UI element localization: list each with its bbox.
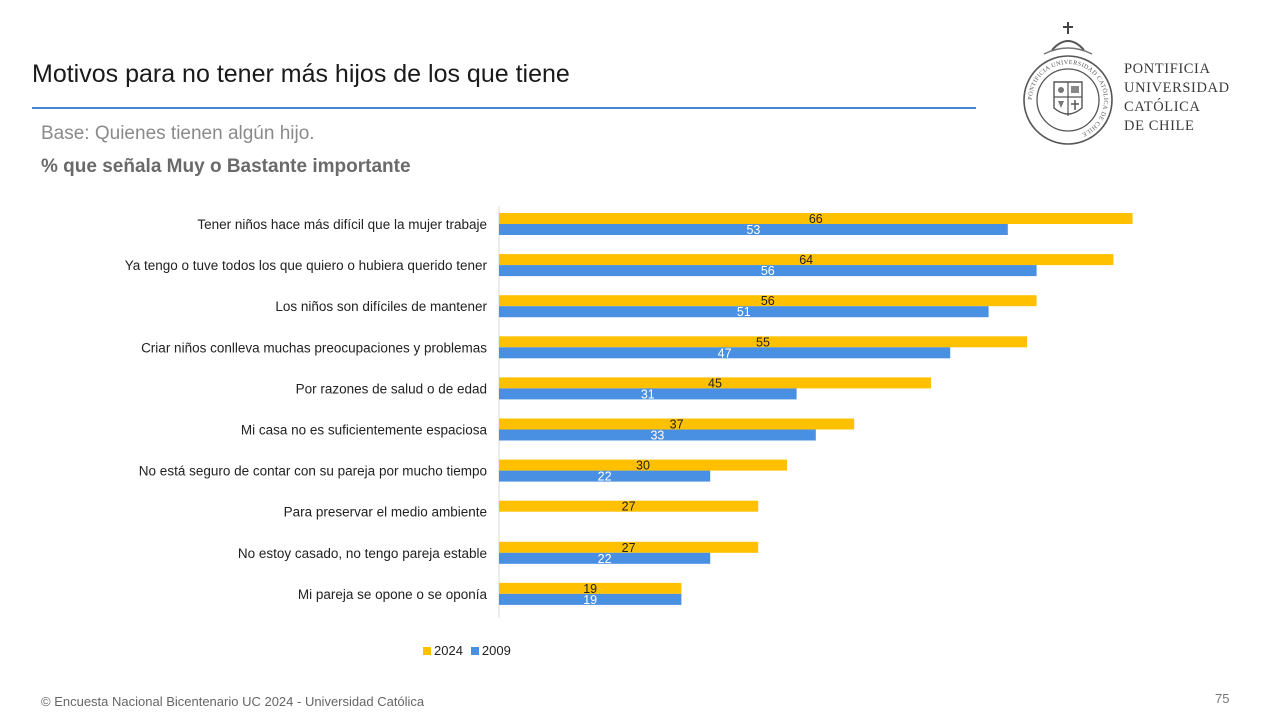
university-name: PONTIFICIA UNIVERSIDAD CATÓLICA DE CHILE (1124, 61, 1230, 134)
legend-item-2009: 2009 (470, 643, 511, 658)
university-logo: PONTIFICIA UNIVERSIDAD CATÓLICA DE CHILE… (1022, 20, 1237, 145)
category-label: No estoy casado, no tengo pareja estable (238, 546, 487, 561)
category-label: Por razones de salud o de edad (296, 381, 487, 396)
university-seal-icon: PONTIFICIA UNIVERSIDAD CATÓLICA DE CHILE (1023, 22, 1113, 145)
bar-2009 (499, 593, 682, 605)
data-label-2024: 30 (636, 459, 650, 473)
category-label: Mi casa no es suficientemente espaciosa (241, 423, 488, 438)
data-label-2009: 33 (650, 429, 664, 443)
data-label-2024: 55 (756, 335, 770, 349)
bar-2024 (499, 582, 682, 594)
data-label-2024: 56 (761, 294, 775, 308)
bar-2024 (499, 377, 931, 389)
title-rule (32, 107, 976, 109)
bar-2024 (499, 213, 1133, 224)
base-subtitle: Base: Quienes tienen algún hijo. (41, 123, 315, 144)
bar-2009 (499, 347, 951, 359)
data-label-2009: 47 (718, 346, 732, 360)
legend-label-2024: 2024 (434, 643, 463, 658)
category-label: Criar niños conlleva muchas preocupacion… (141, 340, 487, 355)
data-label-2024: 66 (809, 212, 823, 226)
data-label-2009: 51 (737, 305, 751, 319)
footer-source: © Encuesta Nacional Bicentenario UC 2024… (41, 694, 425, 709)
data-label-2009: 19 (583, 593, 597, 607)
data-label-2009: 53 (746, 223, 760, 237)
data-label-2024: 37 (670, 418, 684, 432)
bar-2024 (499, 459, 787, 471)
bar-2009 (499, 306, 989, 318)
bar-2009 (499, 224, 1008, 235)
category-label: Tener niños hace más difícil que la muje… (197, 217, 487, 232)
legend-swatch-2009 (470, 646, 479, 655)
category-label: Los niños son difíciles de mantener (275, 299, 487, 314)
legend-swatch-2024 (423, 646, 431, 655)
bar-2024 (499, 295, 1037, 307)
data-label-2009: 31 (641, 387, 655, 401)
metric-label: % que señala Muy o Bastante importante (41, 156, 411, 177)
bar-2009 (499, 265, 1037, 277)
bar-2009 (499, 388, 797, 400)
data-label-2024: 19 (583, 582, 597, 596)
bar-2009 (499, 552, 711, 564)
page-title: Motivos para no tener más hijos de los q… (32, 60, 570, 88)
data-label-2024: 45 (708, 376, 722, 390)
bar-2024 (499, 541, 759, 553)
category-label: Mi pareja se opone o se oponía (298, 587, 488, 602)
category-label: No está seguro de contar con su pareja p… (139, 464, 487, 479)
bar-2024 (499, 336, 1027, 348)
bar-chart: Tener niños hace más difícil que la muje… (125, 206, 1133, 618)
legend-item-2024: 2024 (423, 643, 463, 658)
category-label: Ya tengo o tuve todos los que quiero o h… (125, 258, 488, 273)
bar-2024 (499, 254, 1114, 266)
category-label: Para preservar el medio ambiente (284, 505, 487, 520)
legend-label-2009: 2009 (481, 643, 511, 658)
bar-2009 (499, 470, 711, 482)
data-label-2009: 22 (598, 470, 612, 484)
bar-2024 (499, 418, 855, 430)
bar-2024 (499, 500, 759, 512)
data-label-2009: 56 (761, 264, 775, 278)
legend: 2024 2009 (423, 643, 519, 658)
data-label-2024: 64 (799, 253, 813, 267)
page-number: 75 (1215, 691, 1230, 706)
data-label-2024: 27 (622, 500, 636, 514)
data-label-2024: 27 (622, 541, 636, 555)
bar-2009 (499, 429, 816, 441)
data-label-2009: 22 (598, 552, 612, 566)
